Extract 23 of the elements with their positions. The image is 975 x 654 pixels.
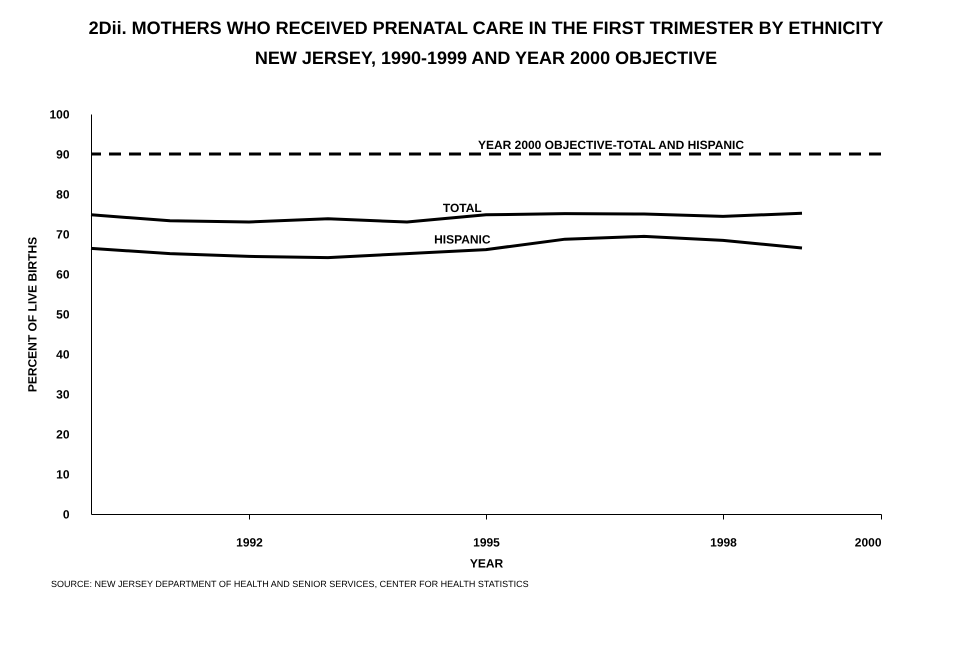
y-tick-label: 10 xyxy=(56,468,70,482)
y-tick-label: 0 xyxy=(62,508,70,522)
x-axis-title: YEAR xyxy=(470,556,504,570)
x-tick-label: 1992 xyxy=(236,536,264,550)
x-tick-label: 1995 xyxy=(473,536,500,550)
y-tick-label: 20 xyxy=(56,428,70,442)
ref-line-label: YEAR 2000 OBJECTIVE-TOTAL AND HISPANIC xyxy=(478,138,744,152)
y-tick-label: 70 xyxy=(56,228,70,242)
chart-title: 2Dii. MOTHERS WHO RECEIVED PRENATAL CARE IN THE FIRST TRIMESTER BY ETHNICITY xyxy=(88,18,884,38)
y-axis-title: PERCENT OF LIVE BIRTHS xyxy=(25,236,40,392)
y-tick-label: 50 xyxy=(56,308,70,322)
series-label: TOTAL xyxy=(442,201,482,215)
y-tick-label: 60 xyxy=(56,268,70,282)
y-tick-label: 90 xyxy=(56,148,70,162)
source-note: SOURCE: NEW JERSEY DEPARTMENT OF HEALTH AND SENIOR SERVICES, CENTER FOR HEALTH STATISTICS xyxy=(51,579,529,589)
y-tick-label: 30 xyxy=(56,388,70,402)
x-tick-label: 2000 xyxy=(854,536,882,550)
y-tick-label: 40 xyxy=(56,348,70,362)
y-tick-label: 100 xyxy=(49,108,70,122)
x-tick-label: 1998 xyxy=(710,536,738,550)
y-tick-label: 80 xyxy=(56,188,70,202)
chart-subtitle: NEW JERSEY, 1990-1999 AND YEAR 2000 OBJECTIVE xyxy=(254,48,718,68)
series-label: HISPANIC xyxy=(434,232,491,247)
